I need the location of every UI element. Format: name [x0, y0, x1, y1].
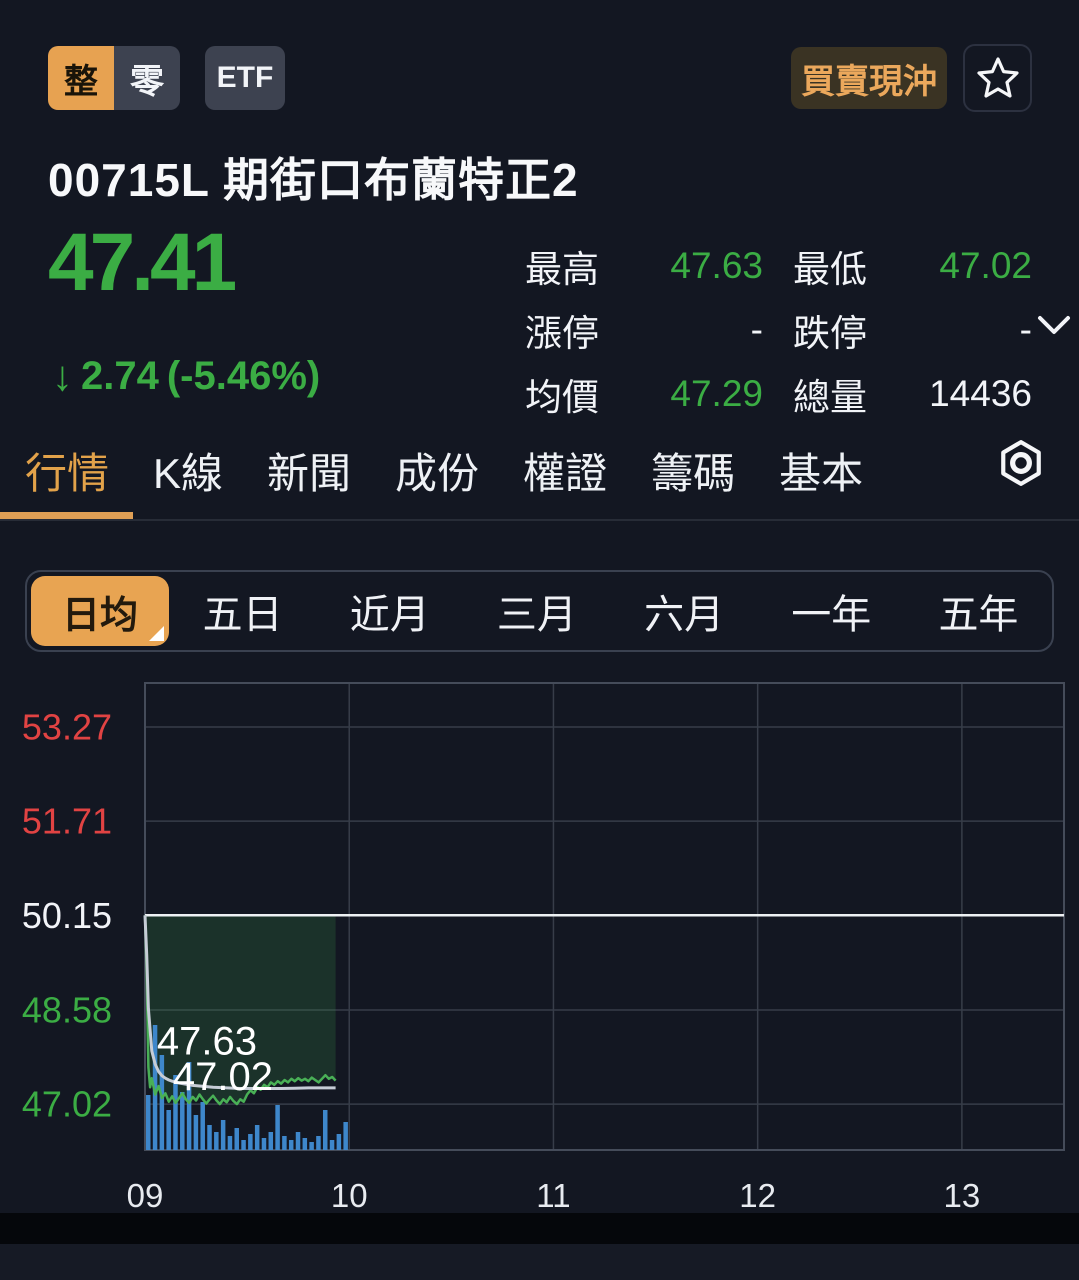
svg-text:12: 12 — [739, 1177, 776, 1214]
stat-value-avg: 47.29 — [670, 373, 763, 414]
tab-chips[interactable]: 籌碼 — [651, 438, 735, 503]
lot-type-toggle: 整 零 — [48, 46, 180, 110]
lot-type-whole-button[interactable]: 整 — [48, 46, 114, 110]
change-percent: (-5.46%) — [166, 353, 321, 398]
tab-quotes[interactable]: 行情 — [25, 438, 109, 503]
svg-text:51.71: 51.71 — [22, 801, 112, 842]
svg-text:48.58: 48.58 — [22, 990, 112, 1031]
range-6month[interactable]: 六月 — [611, 582, 758, 640]
change-value: 2.74 — [81, 353, 159, 398]
favorite-button[interactable] — [963, 44, 1032, 112]
stat-label-low: 最低 — [793, 249, 867, 290]
svg-text:50.15: 50.15 — [22, 895, 112, 936]
top-bar: 整 零 ETF 買賣現沖 — [48, 44, 1032, 112]
bottom-area — [0, 1244, 1079, 1280]
stat-label-volume: 總量 — [793, 377, 867, 418]
svg-text:53.27: 53.27 — [22, 707, 112, 748]
star-icon — [974, 53, 1022, 104]
last-price: 47.41 — [48, 217, 237, 308]
tab-warrants[interactable]: 權證 — [523, 438, 607, 503]
chevron-down-icon — [1037, 315, 1071, 340]
dropdown-corner-icon — [149, 626, 164, 641]
down-arrow-icon: ↓ — [52, 352, 73, 399]
price-change: ↓ 2.74 (-5.46%) — [52, 352, 320, 400]
expand-stats-button[interactable] — [1034, 305, 1074, 349]
svg-text:47.02: 47.02 — [22, 1084, 112, 1125]
range-day-avg[interactable]: 日均 — [31, 576, 169, 646]
range-3month[interactable]: 三月 — [463, 582, 610, 640]
stat-value-limit-up: - — [750, 309, 763, 350]
stat-value-high: 47.63 — [670, 245, 763, 286]
time-range-bar: 日均 五日 近月 三月 六月 一年 五年 — [25, 570, 1054, 652]
day-trade-button[interactable]: 買賣現沖 — [791, 47, 947, 109]
stat-value-low: 47.02 — [939, 245, 1032, 286]
stat-label-high: 最高 — [525, 249, 599, 290]
section-tabbar: 行情 K線 新聞 成份 權證 籌碼 基本 — [0, 438, 1079, 524]
svg-text:47.63: 47.63 — [157, 1019, 257, 1063]
stock-title: 00715L 期街口布蘭特正2 — [48, 154, 579, 206]
stat-label-avg: 均價 — [525, 377, 599, 418]
svg-text:11: 11 — [536, 1177, 570, 1214]
tab-components[interactable]: 成份 — [395, 438, 479, 503]
range-5day[interactable]: 五日 — [169, 582, 316, 640]
tab-kline[interactable]: K線 — [153, 438, 223, 503]
svg-text:13: 13 — [944, 1177, 981, 1214]
stat-value-volume: 14436 — [929, 373, 1032, 414]
stat-value-limit-down: - — [1019, 309, 1032, 350]
tabbar-divider — [0, 519, 1079, 521]
tab-fundamentals[interactable]: 基本 — [779, 438, 863, 503]
range-1year[interactable]: 一年 — [758, 582, 905, 640]
chart-settings-button[interactable] — [996, 438, 1046, 490]
bottom-divider-strip — [0, 1213, 1079, 1244]
tab-news[interactable]: 新聞 — [267, 438, 351, 503]
range-5year[interactable]: 五年 — [905, 582, 1052, 640]
svg-text:10: 10 — [331, 1177, 368, 1214]
lot-type-odd-button[interactable]: 零 — [114, 46, 180, 110]
active-tab-underline — [0, 512, 133, 520]
hex-nut-icon — [998, 439, 1044, 490]
stat-label-limit-up: 漲停 — [525, 313, 599, 354]
quote-stats: 最高 47.63 最低 47.02 漲停 - 跌停 - 均價 47.29 總量 … — [525, 234, 1032, 426]
svg-text:47.02: 47.02 — [173, 1055, 273, 1099]
range-month[interactable]: 近月 — [316, 582, 463, 640]
etf-badge: ETF — [205, 46, 285, 110]
svg-text:09: 09 — [127, 1177, 164, 1214]
stat-label-limit-down: 跌停 — [793, 313, 867, 354]
